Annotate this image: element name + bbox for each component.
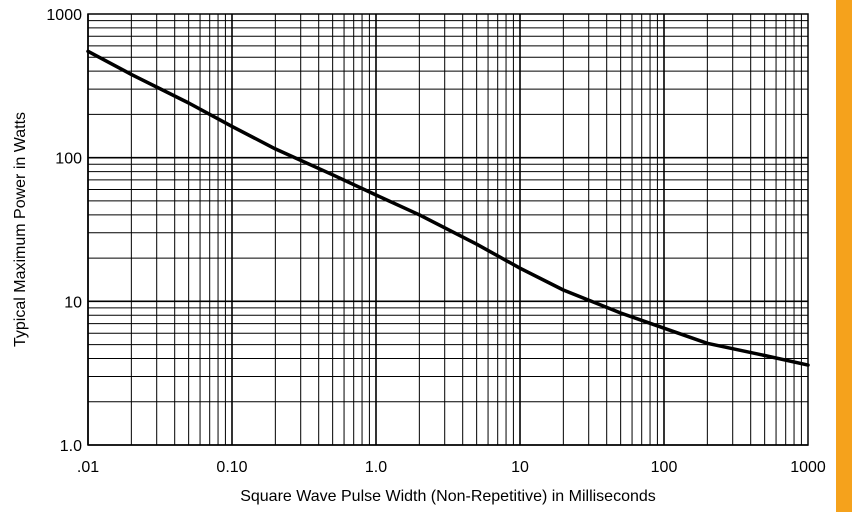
x-axis-title: Square Wave Pulse Width (Non-Repetitive)… <box>240 488 656 505</box>
y-tick-label: 100 <box>55 151 82 168</box>
x-tick-label: 10 <box>511 459 529 476</box>
y-tick-label: 1.0 <box>60 438 82 455</box>
y-tick-label: 10 <box>64 294 82 311</box>
y-tick-label: 1000 <box>46 7 82 24</box>
x-tick-label: 1.0 <box>365 459 387 476</box>
grid <box>87 14 808 446</box>
x-tick-label: 1000 <box>790 459 826 476</box>
y-tick-labels: 1.0 10 100 1000 <box>46 7 82 455</box>
y-axis-title: Typical Maximum Power in Watts <box>12 112 29 347</box>
x-tick-label: .01 <box>77 459 99 476</box>
plot-frame <box>87 13 809 446</box>
x-tick-labels: .01 0.10 1.0 10 100 1000 <box>77 459 826 476</box>
x-tick-label: 100 <box>651 459 678 476</box>
series-line <box>86 49 810 367</box>
accent-bar <box>836 0 852 512</box>
x-tick-label: 0.10 <box>216 459 247 476</box>
